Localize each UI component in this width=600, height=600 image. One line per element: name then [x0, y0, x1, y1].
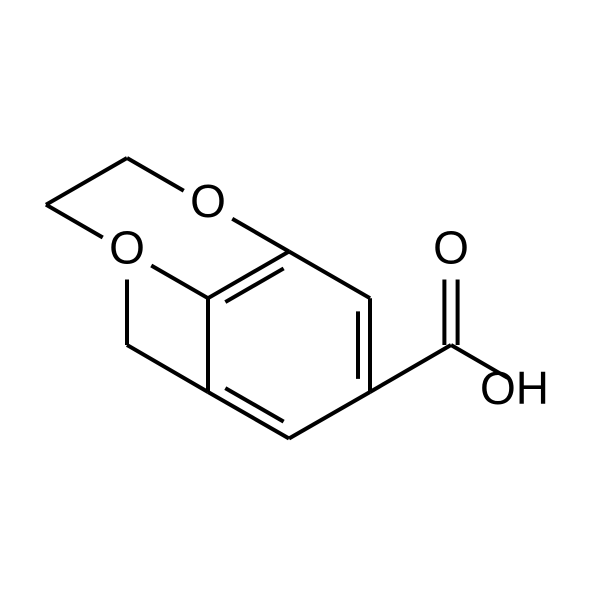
atom-label: O [433, 222, 469, 274]
molecule-diagram: OOOOH [0, 0, 600, 600]
atom-label: O [190, 175, 226, 227]
atom-label: OH [480, 362, 549, 414]
atom-label: O [109, 222, 145, 274]
